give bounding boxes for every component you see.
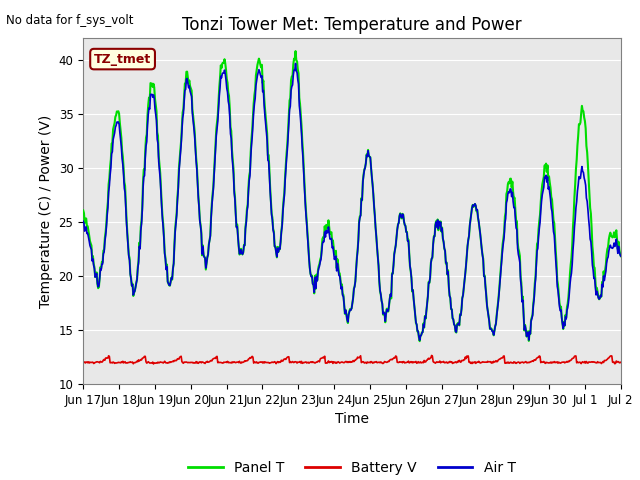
Title: Tonzi Tower Met: Temperature and Power: Tonzi Tower Met: Temperature and Power: [182, 16, 522, 34]
Text: TZ_tmet: TZ_tmet: [94, 53, 151, 66]
Text: No data for f_sys_volt: No data for f_sys_volt: [6, 14, 134, 27]
X-axis label: Time: Time: [335, 412, 369, 426]
Legend: Panel T, Battery V, Air T: Panel T, Battery V, Air T: [183, 456, 521, 480]
Y-axis label: Temperature (C) / Power (V): Temperature (C) / Power (V): [39, 115, 53, 308]
